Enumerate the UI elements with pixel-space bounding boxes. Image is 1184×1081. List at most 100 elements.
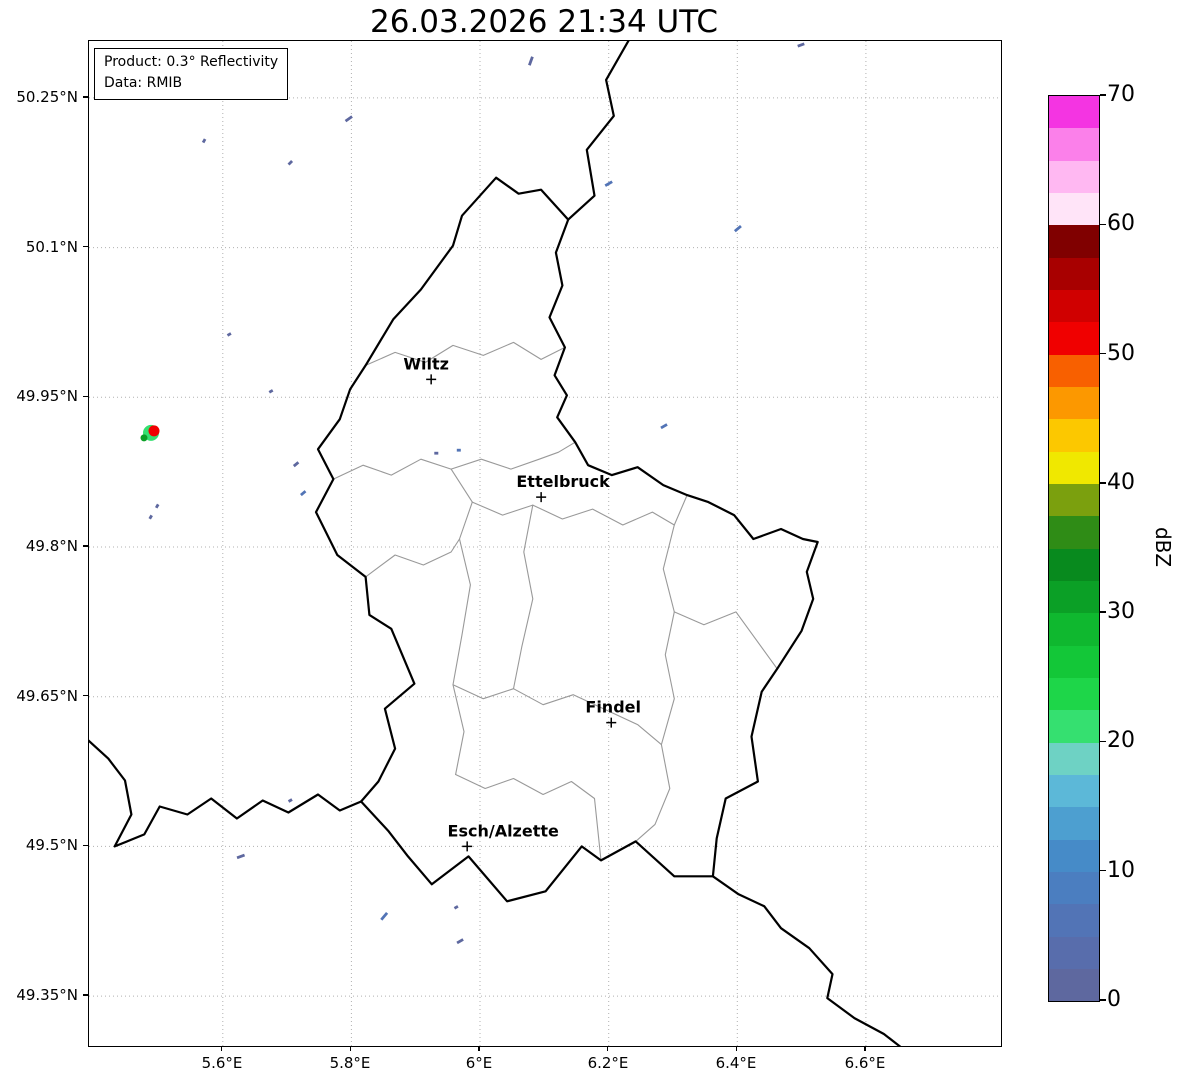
- lon-tick-mark: [221, 1046, 223, 1051]
- product-label: Product: 0.3° Reflectivity: [104, 54, 279, 70]
- lat-tick-mark: [83, 994, 88, 996]
- radar-echo: [268, 389, 274, 394]
- colorbar-band: [1049, 289, 1099, 323]
- city-marker: [536, 492, 547, 503]
- colorbar-band: [1049, 613, 1099, 646]
- colorbar-tick-mark: [1100, 611, 1106, 613]
- lon-tick-label: 5.6°E: [201, 1054, 243, 1072]
- colorbar-band: [1049, 742, 1099, 775]
- colorbar-band: [1049, 192, 1099, 226]
- radar-echo: [797, 42, 805, 48]
- lon-tick-mark: [607, 1046, 609, 1051]
- colorbar-band: [1049, 322, 1099, 355]
- colorbar-band: [1049, 96, 1099, 129]
- city-label: Esch/Alzette: [448, 821, 560, 840]
- belgium-germany-border: [567, 41, 630, 221]
- colorbar-band: [1049, 677, 1099, 711]
- city-marker: [426, 374, 437, 385]
- lon-tick-label: 6°E: [465, 1054, 493, 1072]
- lon-tick-mark: [478, 1046, 480, 1051]
- canton-border: [673, 611, 778, 670]
- canton-border: [452, 684, 662, 746]
- belgium-france-border: [89, 739, 363, 848]
- product-info-box: Product: 0.3° Reflectivity Data: RMIB: [94, 48, 289, 100]
- colorbar-tick-mark: [1100, 352, 1106, 355]
- lat-tick-mark: [83, 844, 88, 847]
- colorbar-band: [1049, 968, 1099, 1002]
- lon-tick-label: 6.4°E: [715, 1054, 757, 1072]
- radar-echo: [201, 138, 207, 144]
- lat-tick-mark: [83, 245, 88, 248]
- canton-border: [635, 524, 675, 842]
- lat-tick-label: 49.5°N: [25, 836, 78, 854]
- lat-tick-label: 50.25°N: [16, 88, 78, 106]
- radar-echo: [300, 490, 307, 497]
- lon-tick-label: 6.6°E: [844, 1054, 886, 1072]
- radar-echo: [226, 332, 232, 337]
- colorbar-band: [1049, 160, 1099, 193]
- colorbar-tick-mark: [1100, 999, 1106, 1001]
- radar-echo: [528, 56, 534, 66]
- colorbar-tick-mark: [1100, 870, 1106, 872]
- radar-echo: [344, 115, 353, 123]
- city-label: Ettelbruck: [516, 472, 610, 491]
- colorbar-tick-label: 10: [1107, 858, 1135, 883]
- radar-echo: [292, 461, 300, 468]
- lat-tick-label: 50.1°N: [25, 238, 78, 256]
- lat-tick-mark: [83, 96, 88, 98]
- radar-echo: [154, 503, 160, 509]
- lat-tick-mark: [83, 545, 88, 547]
- colorbar-band: [1049, 645, 1099, 678]
- colorbar-band: [1049, 451, 1099, 484]
- lat-tick-label: 49.8°N: [25, 537, 78, 555]
- lon-tick-mark: [735, 1046, 737, 1051]
- radar-echo: [380, 911, 389, 921]
- radar-echo: [456, 448, 461, 452]
- luxembourg-radar-map: Wiltz Ettelbruck Findel Esch/Alzette: [89, 41, 1001, 1046]
- city-label: Wiltz: [403, 354, 449, 373]
- lat-tick-mark: [83, 395, 88, 397]
- city-label: Findel: [585, 698, 641, 717]
- colorbar-tick-label: 30: [1107, 599, 1135, 624]
- colorbar-band: [1049, 904, 1099, 937]
- colorbar-unit-label: dBZ: [1151, 526, 1175, 568]
- radar-echo: [287, 798, 293, 803]
- lat-tick-label: 49.95°N: [16, 387, 78, 405]
- radar-echo: [453, 905, 459, 910]
- canton-border: [455, 773, 602, 861]
- map-plot-area: Wiltz Ettelbruck Findel Esch/Alzette Produc…: [88, 40, 1002, 1047]
- radar-echo: [236, 853, 246, 860]
- colorbar-band: [1049, 807, 1099, 840]
- colorbar-band: [1049, 419, 1099, 452]
- lon-tick-mark: [349, 1046, 352, 1051]
- canton-border: [471, 494, 688, 526]
- lat-tick-label: 49.35°N: [16, 986, 78, 1004]
- canton-border: [332, 441, 576, 480]
- radar-echo: [148, 425, 160, 437]
- radar-echo: [733, 224, 742, 233]
- colorbar-band: [1049, 580, 1099, 614]
- radar-echo: [604, 180, 613, 187]
- colorbar-tick-mark: [1100, 94, 1106, 96]
- colorbar-tick-mark: [1100, 740, 1106, 743]
- lon-tick-mark: [864, 1046, 866, 1051]
- colorbar-tick-label: 20: [1107, 728, 1135, 753]
- canton-border: [512, 504, 534, 690]
- colorbar-tick-mark: [1100, 223, 1106, 225]
- lat-tick-mark: [83, 695, 88, 697]
- colorbar-band: [1049, 839, 1099, 872]
- canton-border: [450, 468, 473, 776]
- colorbar-band: [1049, 128, 1099, 161]
- canton-border: [365, 538, 461, 578]
- colorbar-band: [1049, 774, 1099, 808]
- canton-border: [365, 341, 566, 366]
- colorbar-tick-mark: [1100, 482, 1106, 484]
- radar-echo: [660, 423, 668, 430]
- data-source-label: Data: RMIB: [104, 75, 183, 91]
- colorbar-band: [1049, 516, 1099, 549]
- colorbar-band: [1049, 871, 1099, 905]
- city-marker: [462, 841, 473, 852]
- radar-echo: [287, 160, 294, 166]
- colorbar-tick-label: 0: [1107, 987, 1121, 1012]
